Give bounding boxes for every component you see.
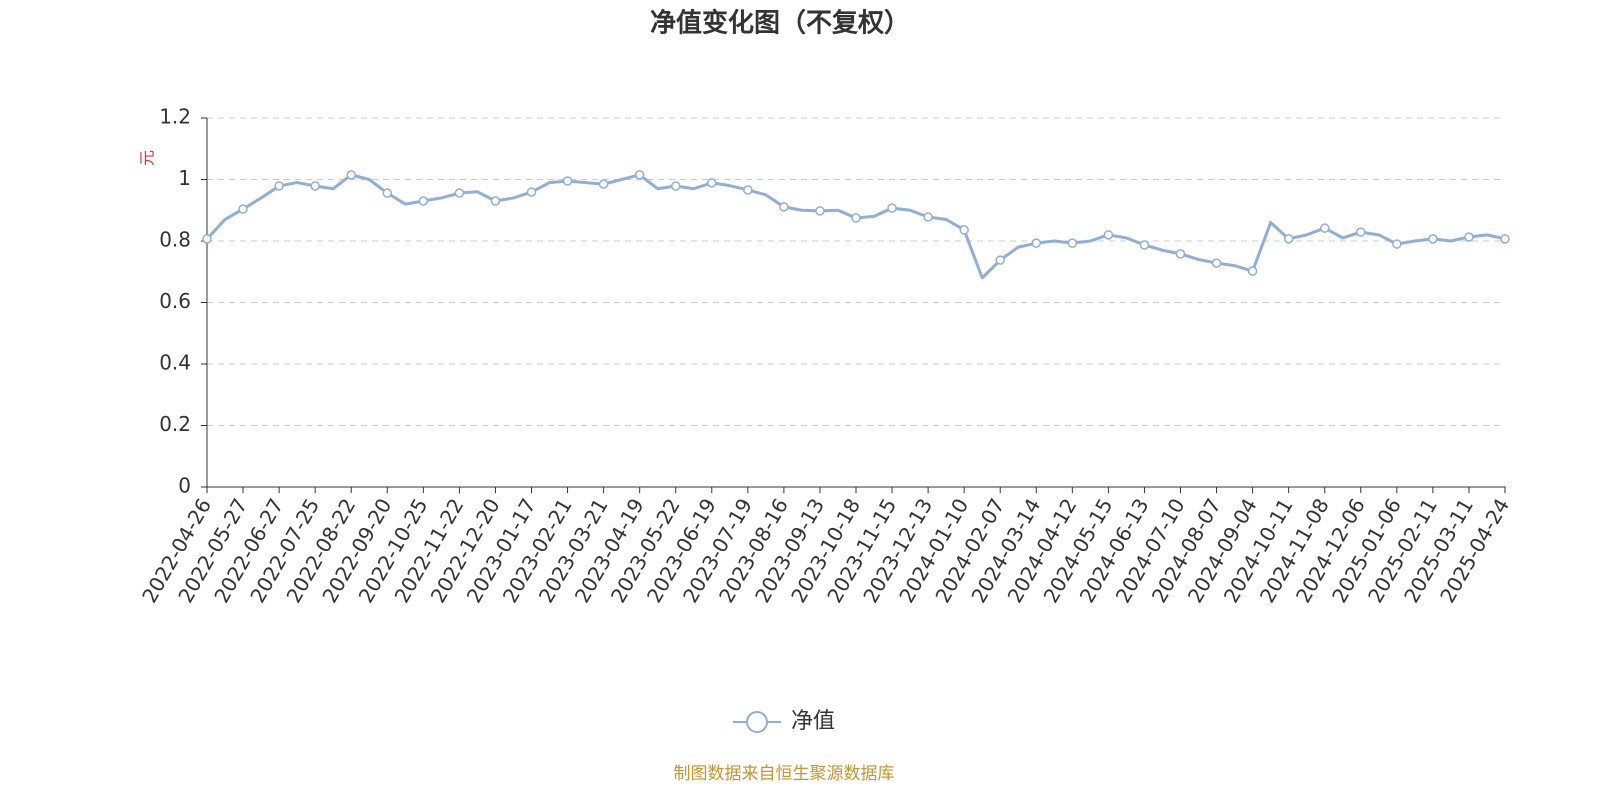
point-marker	[202, 234, 212, 244]
point-marker	[346, 170, 356, 180]
point-marker	[1103, 230, 1114, 240]
point-marker	[1175, 249, 1186, 259]
point-marker	[1392, 239, 1402, 249]
y-axis-label: 元	[138, 150, 157, 166]
point-marker	[418, 196, 429, 206]
y-tick-label: 0	[178, 474, 191, 498]
point-marker	[779, 202, 789, 212]
y-tick-label: 0.6	[159, 289, 191, 313]
point-marker	[562, 176, 573, 186]
point-marker	[1319, 223, 1330, 233]
point-marker	[634, 170, 645, 180]
y-tick-label: 0.8	[159, 228, 191, 252]
legend-marker	[746, 711, 768, 733]
point-marker	[1283, 234, 1294, 244]
legend-label: 净值	[791, 709, 835, 734]
point-marker	[1464, 232, 1474, 242]
point-marker	[887, 203, 897, 213]
y-tick-label: 0.2	[159, 412, 191, 436]
point-marker	[670, 181, 681, 191]
point-marker	[1428, 234, 1438, 244]
point-marker	[274, 181, 284, 191]
point-marker	[526, 187, 537, 197]
chart-title: 净值变化图（不复权）	[650, 8, 910, 39]
point-marker	[707, 178, 717, 188]
series-line	[205, 173, 1506, 280]
source: 制图数据来自恒生聚源数据库	[674, 764, 895, 784]
point-marker	[490, 196, 501, 206]
point-marker	[1139, 240, 1150, 250]
point-marker	[598, 179, 609, 189]
y-tick-label: 1.2	[159, 105, 191, 129]
point-marker	[1031, 238, 1042, 248]
point-marker	[382, 188, 393, 198]
y-tick-label: 0.4	[159, 351, 191, 375]
point-marker	[743, 185, 753, 195]
point-marker	[1356, 227, 1366, 237]
point-marker	[959, 225, 969, 235]
y-tick-label: 1	[178, 166, 191, 190]
point-marker	[1247, 266, 1258, 276]
point-marker	[1500, 234, 1510, 244]
point-marker	[454, 188, 465, 198]
point-marker	[995, 255, 1005, 265]
point-marker	[923, 212, 933, 222]
point-marker	[815, 206, 825, 216]
point-marker	[310, 181, 320, 191]
point-marker	[238, 204, 248, 214]
point-marker	[851, 213, 861, 223]
point-marker	[1211, 258, 1222, 268]
point-marker	[1067, 238, 1078, 248]
